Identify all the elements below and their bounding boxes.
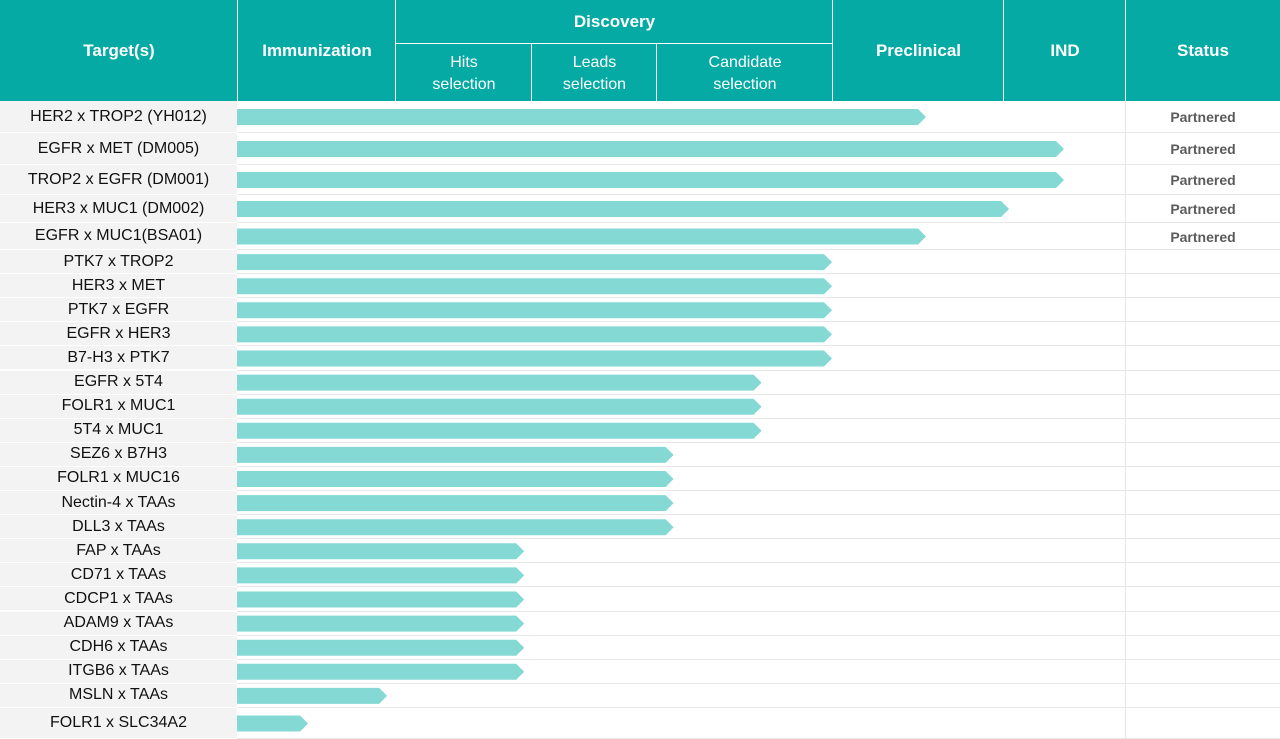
- target-label: FOLR1 x MUC1: [0, 394, 237, 418]
- progress-bar: [237, 495, 674, 512]
- header-divider: [1003, 0, 1004, 101]
- progress-bar: [237, 519, 674, 536]
- row-divider: [237, 490, 1280, 491]
- row-divider: [237, 273, 1280, 275]
- row-divider: [237, 634, 1280, 636]
- header-divider: [237, 0, 238, 101]
- target-label: CDCP1 x TAAs: [0, 587, 237, 611]
- target-label: HER3 x MET: [0, 274, 237, 298]
- row-divider: [237, 132, 1280, 133]
- target-label: 5T4 x MUC1: [0, 418, 237, 442]
- row-divider: [237, 249, 1280, 250]
- row-divider: [237, 658, 1280, 660]
- target-label: FAP x TAAs: [0, 539, 237, 563]
- progress-bar: [237, 615, 525, 632]
- progress-bar: [237, 543, 525, 560]
- progress-bar: [237, 591, 525, 608]
- target-label: HER2 x TROP2 (YH012): [0, 101, 237, 132]
- target-label: Nectin-4 x TAAs: [0, 491, 237, 515]
- progress-bar: [237, 172, 1064, 188]
- header-targets: Target(s): [0, 0, 238, 101]
- header-preclinical: Preclinical: [833, 0, 1004, 101]
- row-divider: [237, 562, 1280, 564]
- target-label: HER3 x MUC1 (DM002): [0, 195, 237, 222]
- row-divider: [237, 706, 1280, 708]
- row-divider: [237, 164, 1280, 165]
- progress-bar: [237, 350, 832, 367]
- row-divider: [237, 610, 1280, 612]
- header-divider: [656, 44, 657, 101]
- header-hits-selection: Hits selection: [396, 44, 532, 101]
- row-divider: [237, 538, 1280, 540]
- row-divider: [237, 417, 1280, 419]
- target-label: TROP2 x EGFR (DM001): [0, 165, 237, 194]
- progress-bar: [237, 567, 525, 584]
- target-label: CD71 x TAAs: [0, 563, 237, 587]
- row-divider: [237, 465, 1280, 467]
- status-label: Partnered: [1170, 109, 1236, 125]
- progress-bar: [237, 446, 674, 463]
- row-divider: [237, 222, 1280, 223]
- row-divider: [237, 682, 1280, 684]
- header-divider: [832, 0, 833, 101]
- target-label: EGFR x MET (DM005): [0, 133, 237, 164]
- target-label: PTK7 x TROP2: [0, 250, 237, 274]
- header-discovery: Discovery: [396, 0, 833, 44]
- target-label: B7-H3 x PTK7: [0, 346, 237, 370]
- progress-bar: [237, 715, 309, 732]
- header-status: Status: [1126, 0, 1280, 101]
- progress-bar: [237, 109, 926, 125]
- row-divider: [237, 369, 1280, 371]
- progress-bar: [237, 302, 832, 319]
- row-divider: [237, 514, 1280, 516]
- header-immunization: Immunization: [238, 0, 396, 101]
- progress-bar: [237, 422, 762, 439]
- status-label: Partnered: [1170, 141, 1236, 157]
- row-divider: [237, 345, 1280, 347]
- status-column-divider: [1125, 101, 1126, 739]
- progress-bar: [237, 326, 832, 343]
- target-label: EGFR x 5T4: [0, 370, 237, 394]
- header-divider: [531, 44, 532, 101]
- progress-bar: [237, 687, 388, 704]
- target-label: EGFR x HER3: [0, 322, 237, 346]
- status-label: Partnered: [1170, 172, 1236, 188]
- progress-bar: [237, 201, 1010, 217]
- target-label: PTK7 x EGFR: [0, 298, 237, 322]
- target-label: DLL3 x TAAs: [0, 515, 237, 539]
- status-label: Partnered: [1170, 228, 1236, 245]
- row-divider: [237, 393, 1280, 395]
- progress-bar: [237, 663, 525, 680]
- row-divider: [237, 586, 1280, 588]
- target-label: MSLN x TAAs: [0, 683, 237, 707]
- progress-bar: [237, 639, 525, 656]
- row-divider: [237, 321, 1280, 323]
- header-divider: [1125, 0, 1126, 101]
- target-label: ADAM9 x TAAs: [0, 611, 237, 635]
- header-ind: IND: [1004, 0, 1126, 101]
- row-divider: [237, 441, 1280, 443]
- row-divider: [237, 297, 1280, 299]
- header-leads-selection: Leads selection: [532, 44, 657, 101]
- progress-bar: [237, 471, 674, 487]
- target-label: SEZ6 x B7H3: [0, 442, 237, 466]
- target-label: EGFR x MUC1(BSA01): [0, 223, 237, 249]
- header-divider: [395, 0, 396, 101]
- row-divider: [237, 194, 1280, 195]
- progress-bar: [237, 254, 832, 271]
- progress-bar: [237, 398, 762, 415]
- target-label: FOLR1 x MUC16: [0, 466, 237, 490]
- progress-bar: [237, 374, 762, 391]
- progress-bar: [237, 141, 1064, 157]
- header-candidate-selection: Candidate selection: [657, 44, 833, 101]
- progress-bar: [237, 228, 926, 245]
- header-divider: [396, 43, 833, 44]
- target-label: ITGB6 x TAAs: [0, 659, 237, 683]
- target-label: CDH6 x TAAs: [0, 635, 237, 659]
- progress-bar: [237, 278, 832, 295]
- target-label: FOLR1 x SLC34A2: [0, 707, 237, 738]
- status-label: Partnered: [1170, 201, 1236, 217]
